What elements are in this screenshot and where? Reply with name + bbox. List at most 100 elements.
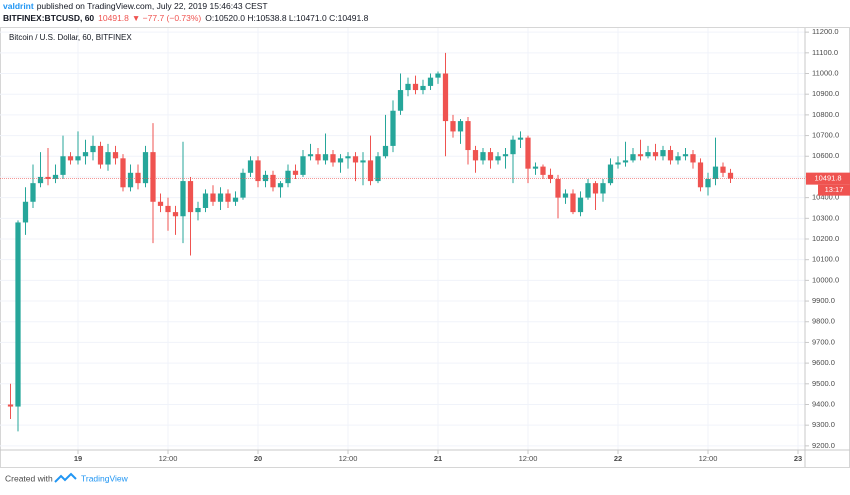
candle-body [270,174,276,188]
chart-title: Bitcoin / U.S. Dollar, 60, BITFINEX [9,33,132,42]
candle-body [90,145,96,153]
candle-body [322,154,329,161]
candle-body [480,152,486,161]
brand[interactable]: TradingView [81,473,129,483]
y-tick-label: 9500.0 [812,379,835,388]
x-tick-label: 20 [254,454,262,463]
symbol-line: BITFINEX:BTCUSD, 60 10491.8 ▼ −77.7 (−0.73… [3,13,369,23]
candle-body [150,152,156,202]
candle-body [157,201,164,206]
candle-body [225,193,231,202]
x-tick-label: 12:00 [519,454,538,463]
y-tick-label: 10300.0 [812,213,839,222]
candle-body [645,152,651,157]
candle-body [420,85,426,91]
candle-body [570,193,576,213]
candle-body [652,152,659,157]
candle-body [337,158,344,163]
y-tick-label: 9700.0 [812,337,835,346]
candle-body [112,152,119,159]
footer: Created with TradingView [5,472,129,483]
y-tick-label: 11000.0 [812,68,839,77]
user[interactable]: valdrint [3,1,34,11]
countdown-box [818,184,850,196]
candle-body [585,183,591,198]
x-tick-label: 12:00 [339,454,358,463]
last-price: 10491.8 [98,13,129,23]
candle-body [37,176,44,184]
y-tick-label: 10100.0 [812,255,839,264]
created-with: Created with [5,473,53,483]
candle-body [367,160,374,182]
candles [7,52,734,432]
candle-body [525,137,531,169]
candle-body [442,73,449,122]
y-tick-label: 10000.0 [812,275,839,284]
candle-body [495,156,501,161]
candle-body [82,152,89,157]
candle-body [397,90,404,111]
candle-body [592,183,599,194]
candle-body [277,183,284,188]
candle-body [247,160,254,173]
candle-body [675,156,681,161]
y-tick-label: 10800.0 [812,110,839,119]
candle-body [195,207,201,213]
y-tick-label: 9200.0 [812,441,835,450]
candle-body [405,83,411,91]
countdown-label: 13:17 [825,185,844,194]
candle-body [697,162,704,188]
last-price-box [806,172,850,185]
candle-body [172,212,179,217]
candle-body [202,193,209,208]
y-tick-label: 11200.0 [812,27,839,36]
candle-body [120,158,126,188]
candle-body [142,152,149,184]
y-tick-label: 10400.0 [812,193,839,202]
candle-body [240,172,246,198]
x-tick-label: 19 [74,454,82,463]
candle-body [45,176,51,180]
candle-body [487,152,494,161]
candle-body [292,170,299,175]
candle-body [165,205,171,213]
x-tick-label: 21 [434,454,442,463]
x-tick-label: 12:00 [159,454,178,463]
candle-body [630,154,636,161]
published: published on TradingView.com, July 22, 2… [37,1,268,11]
candle-body [540,166,546,175]
y-tick-label: 10600.0 [812,151,839,160]
candle-body [705,179,711,188]
candle-body [135,172,141,184]
y-tick-label: 10900.0 [812,89,839,98]
candle-body [210,193,216,202]
candle-body [390,110,396,146]
candle-body [682,154,689,157]
y-tick-label: 11100.0 [812,48,838,57]
ohlc: O:10520.0 H:10538.8 L:10471.0 C:10491.8 [205,13,368,23]
candle-body [75,156,81,161]
candle-body [660,150,666,157]
candle-body [577,197,584,213]
candle-body [180,181,186,217]
candle-body [712,166,719,180]
candle-body [7,404,14,407]
candle-body [607,164,614,184]
candle-body [382,145,389,157]
change: ▼ −77.7 (−0.73%) [132,13,202,23]
candle-body [52,174,59,180]
candle-body [127,172,134,188]
candle-body [97,145,104,165]
candle-body [457,121,464,132]
chart-frame [0,27,850,468]
candle-body [720,166,726,173]
candle-body [727,172,734,179]
y-tick-label: 10700.0 [812,131,839,140]
candle-body [285,170,291,184]
symbol: BITFINEX:BTCUSD, 60 [3,13,94,23]
candle-body [450,121,456,132]
y-tick-label: 9400.0 [812,399,835,408]
y-tick-label: 9800.0 [812,317,835,326]
candle-body [510,139,516,155]
